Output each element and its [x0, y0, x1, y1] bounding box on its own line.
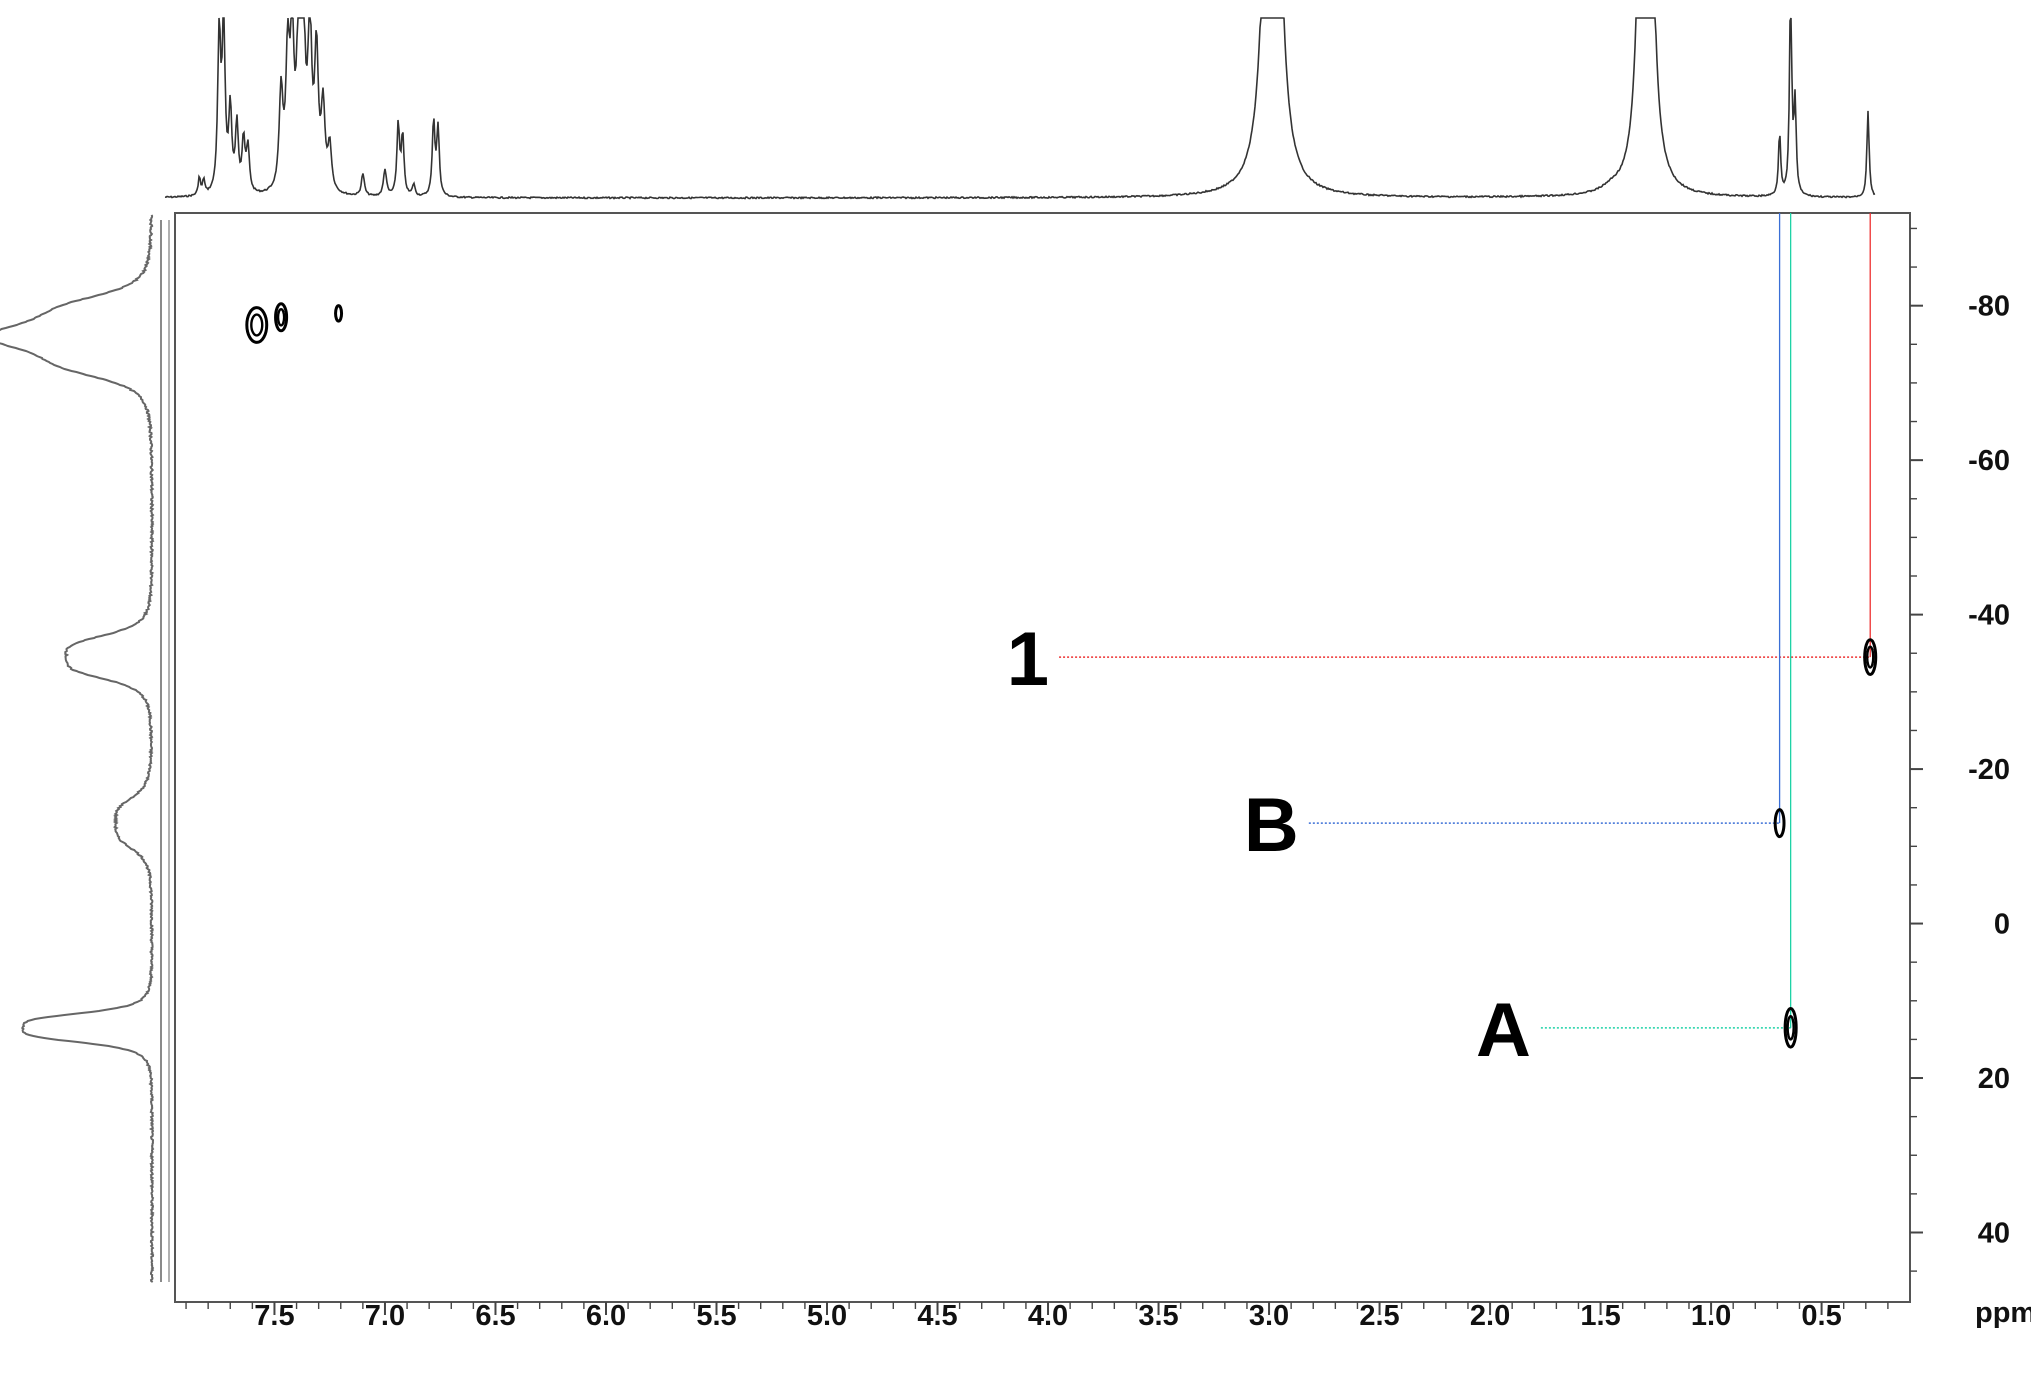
- y-tick-label: 40: [1978, 1217, 2010, 1249]
- cross-peak: [274, 302, 289, 333]
- x-tick-label: 3.0: [1249, 1300, 1289, 1332]
- peak-guide-lines: [1059, 213, 1871, 1029]
- y-tick-label: 20: [1978, 1063, 2010, 1095]
- y-tick-label: -60: [1968, 445, 2010, 477]
- x-tick-label: 6.0: [586, 1300, 626, 1332]
- y-tick-label: -20: [1968, 754, 2010, 786]
- plot-frame: [174, 212, 1911, 1303]
- x-tick-label: 2.5: [1359, 1300, 1399, 1332]
- cross-peak-inner-contour: [250, 313, 264, 337]
- x-tick-label: 5.0: [807, 1300, 847, 1332]
- cross-peak: [1773, 808, 1786, 839]
- cross-peak: [1783, 1007, 1798, 1049]
- y-tick-label: -80: [1968, 291, 2010, 323]
- peak-marker-label: 1: [1007, 617, 1049, 702]
- x-tick-label: 3.5: [1138, 1300, 1178, 1332]
- cross-peak-inner-contour: [1865, 645, 1875, 669]
- x-tick-label: 2.0: [1470, 1300, 1510, 1332]
- f2-projection-trace: [164, 17, 1876, 200]
- x-tick-label: 4.0: [1028, 1300, 1068, 1332]
- x-tick-label: 7.5: [254, 1300, 294, 1332]
- x-tick-label: 5.5: [696, 1300, 736, 1332]
- x-unit-label: ppm: [1975, 1297, 2031, 1329]
- x-tick-label: 1.5: [1580, 1300, 1620, 1332]
- x-axis: 7.5 7.0 6.5 6.0 5.5 5.0 4.5 4.0 3.5 3.0 2.5 2.0 1.5 1…: [185, 1300, 1889, 1332]
- f1-projection-trace: [0, 214, 155, 1283]
- cross-peak-inner-contour: [1786, 1015, 1795, 1041]
- cross-peak: [245, 306, 269, 344]
- x-tick-label: 0.5: [1801, 1300, 1841, 1332]
- x-tick-label: 6.5: [475, 1300, 515, 1332]
- peak-marker-label: B: [1244, 783, 1299, 868]
- x-tick-label: 1.0: [1691, 1300, 1731, 1332]
- peak-marker-label: A: [1476, 988, 1531, 1073]
- cross-peak: [334, 304, 344, 323]
- x-tick-label: 4.5: [917, 1300, 957, 1332]
- peak-markers: 1 B A: [1007, 617, 1531, 1073]
- y-tick-label: 0: [1994, 909, 2010, 941]
- cross-peak: [1863, 638, 1878, 676]
- cross-peaks: [245, 302, 1878, 1049]
- cross-peak-inner-contour: [276, 307, 286, 327]
- y-tick-label: -40: [1968, 600, 2010, 632]
- y-axis: -80 -60 -40 -20 0 20 40: [1910, 227, 2010, 1272]
- x-tick-label: 7.0: [365, 1300, 405, 1332]
